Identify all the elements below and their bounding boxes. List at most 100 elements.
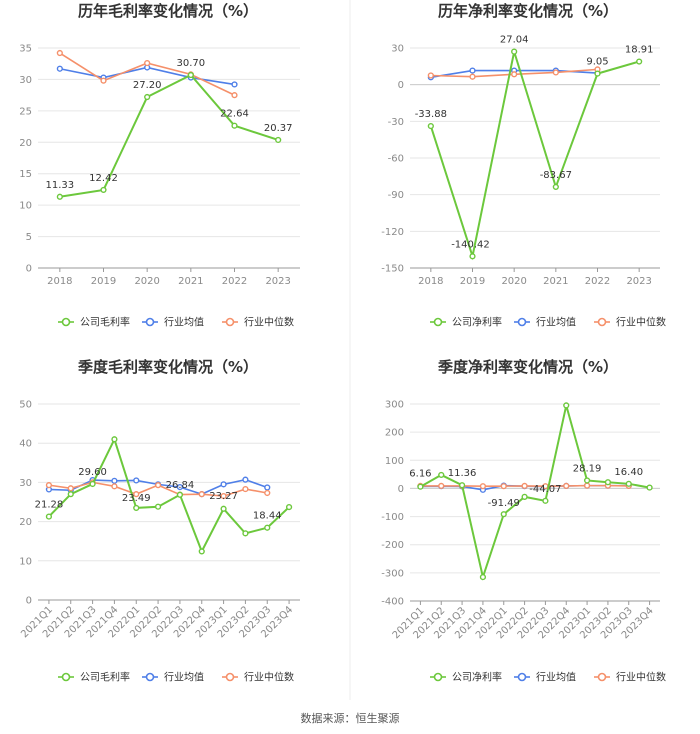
legend-swatch-marker bbox=[517, 672, 527, 682]
chart-quarterly-gross-margin: 季度毛利率变化情况（%）010203040502021Q12021Q22021Q… bbox=[19, 358, 300, 684]
data-point-industry_avg bbox=[133, 477, 140, 484]
y-tick-label: 30 bbox=[391, 44, 404, 55]
legend-swatch-marker bbox=[433, 317, 443, 327]
data-label: -44.07 bbox=[529, 484, 561, 495]
data-label: 6.16 bbox=[409, 469, 431, 480]
data-label: 28.19 bbox=[573, 463, 602, 474]
y-tick-label: 25 bbox=[19, 106, 32, 117]
data-label: 26.84 bbox=[166, 480, 195, 491]
y-tick-label: 100 bbox=[385, 456, 404, 467]
x-tick-label: 2023 bbox=[626, 276, 651, 287]
data-point-industry_median bbox=[100, 77, 107, 84]
x-tick-label: 2020 bbox=[134, 276, 159, 287]
y-tick-label: 30 bbox=[19, 75, 32, 86]
data-point-company bbox=[563, 402, 570, 409]
data-point-company bbox=[594, 70, 601, 77]
legend-swatch-marker bbox=[61, 672, 71, 682]
legend-swatch-marker bbox=[145, 672, 155, 682]
y-tick-label: 15 bbox=[19, 169, 32, 180]
data-label: -140.42 bbox=[451, 239, 490, 250]
data-point-company bbox=[133, 504, 140, 512]
y-tick-label: 30 bbox=[19, 478, 32, 489]
data-point-industry_median bbox=[67, 485, 74, 492]
y-tick-label: 10 bbox=[19, 556, 32, 567]
series-line-company bbox=[419, 405, 650, 581]
x-tick-label: 2021 bbox=[543, 276, 568, 287]
data-point-industry_avg bbox=[111, 477, 118, 484]
data-point-company bbox=[187, 71, 194, 79]
data-point-industry_avg bbox=[220, 481, 227, 488]
data-point-company bbox=[542, 497, 549, 504]
legend-label: 行业中位数 bbox=[616, 316, 666, 329]
data-point-industry_median bbox=[583, 482, 591, 489]
chart-title: 历年毛利率变化情况（%） bbox=[78, 2, 258, 20]
legend-swatch-marker bbox=[597, 672, 607, 682]
data-point-company bbox=[583, 477, 591, 484]
data-point-industry_median bbox=[469, 73, 476, 80]
data-point-company bbox=[552, 183, 559, 191]
x-tick-label: 2021 bbox=[178, 276, 203, 287]
data-point-company bbox=[511, 48, 518, 55]
legend-label: 公司净利率 bbox=[452, 316, 502, 329]
data-label: 27.20 bbox=[133, 80, 162, 91]
data-point-company bbox=[636, 58, 643, 65]
data-point-industry_median bbox=[133, 491, 140, 498]
data-source: 数据来源：恒生聚源 bbox=[301, 711, 400, 725]
data-label: -91.49 bbox=[488, 498, 520, 509]
y-tick-label: -60 bbox=[388, 154, 404, 165]
data-point-company bbox=[521, 493, 528, 500]
data-point-industry_avg bbox=[231, 81, 238, 88]
y-tick-label: 0 bbox=[398, 80, 404, 91]
legend-label: 公司净利率 bbox=[452, 671, 502, 684]
data-point-company bbox=[144, 93, 151, 101]
data-point-company bbox=[275, 136, 282, 144]
data-point-company bbox=[154, 503, 162, 510]
x-tick-label: 2018 bbox=[47, 276, 72, 287]
data-point-company bbox=[479, 573, 487, 581]
y-tick-label: 0 bbox=[26, 264, 32, 275]
chart-annual-gross-margin: 历年毛利率变化情况（%） 0 5 10 15 20 25 30 35 2018 2019 2020 20… bbox=[19, 2, 300, 329]
legend-label: 行业中位数 bbox=[244, 671, 294, 684]
y-tick-label: 300 bbox=[385, 400, 404, 411]
data-label: 9.05 bbox=[586, 57, 608, 68]
data-point-industry_avg bbox=[56, 65, 63, 72]
data-label: 11.33 bbox=[46, 180, 75, 191]
x-tick-label: 2023 bbox=[265, 276, 290, 287]
data-point-company bbox=[198, 548, 205, 555]
data-point-industry_avg bbox=[176, 484, 184, 491]
y-tick-label: 20 bbox=[19, 517, 32, 528]
y-tick-label: -150 bbox=[381, 264, 404, 275]
data-label: 29.60 bbox=[78, 467, 107, 478]
y-tick-label: -120 bbox=[381, 227, 404, 238]
data-label: 23.49 bbox=[122, 493, 151, 504]
legend-swatch-marker bbox=[145, 317, 155, 327]
legend-label: 行业均值 bbox=[536, 316, 576, 329]
y-tick-label: -200 bbox=[381, 540, 404, 551]
data-point-industry_median bbox=[500, 483, 507, 490]
data-point-industry_median bbox=[144, 59, 151, 67]
x-tick-label: 2022 bbox=[222, 276, 247, 287]
data-point-industry_median bbox=[511, 71, 518, 78]
data-point-company bbox=[646, 484, 653, 491]
y-tick-label: 0 bbox=[398, 484, 404, 495]
y-tick-label: -300 bbox=[381, 568, 404, 579]
x-tick-label: 2018 bbox=[418, 276, 443, 287]
data-point-company bbox=[625, 480, 632, 487]
data-point-industry_median bbox=[427, 72, 434, 79]
legend-swatch-marker bbox=[61, 317, 71, 327]
data-label: 18.91 bbox=[625, 45, 654, 56]
y-tick-label: 0 bbox=[26, 596, 32, 607]
data-label: 23.27 bbox=[209, 491, 238, 502]
data-point-company bbox=[458, 482, 466, 489]
chart-title: 季度毛利率变化情况（%） bbox=[78, 358, 258, 376]
data-point-industry_median bbox=[231, 92, 238, 99]
data-point-industry_avg bbox=[242, 476, 249, 483]
x-tick-label: 2020 bbox=[501, 276, 526, 287]
legend-swatch-marker bbox=[225, 672, 235, 682]
legend-label: 行业均值 bbox=[164, 316, 204, 329]
legend-label: 公司毛利率 bbox=[80, 316, 130, 329]
data-point-company bbox=[285, 503, 293, 511]
data-label: 18.44 bbox=[253, 511, 282, 522]
series-line-company bbox=[59, 73, 279, 198]
